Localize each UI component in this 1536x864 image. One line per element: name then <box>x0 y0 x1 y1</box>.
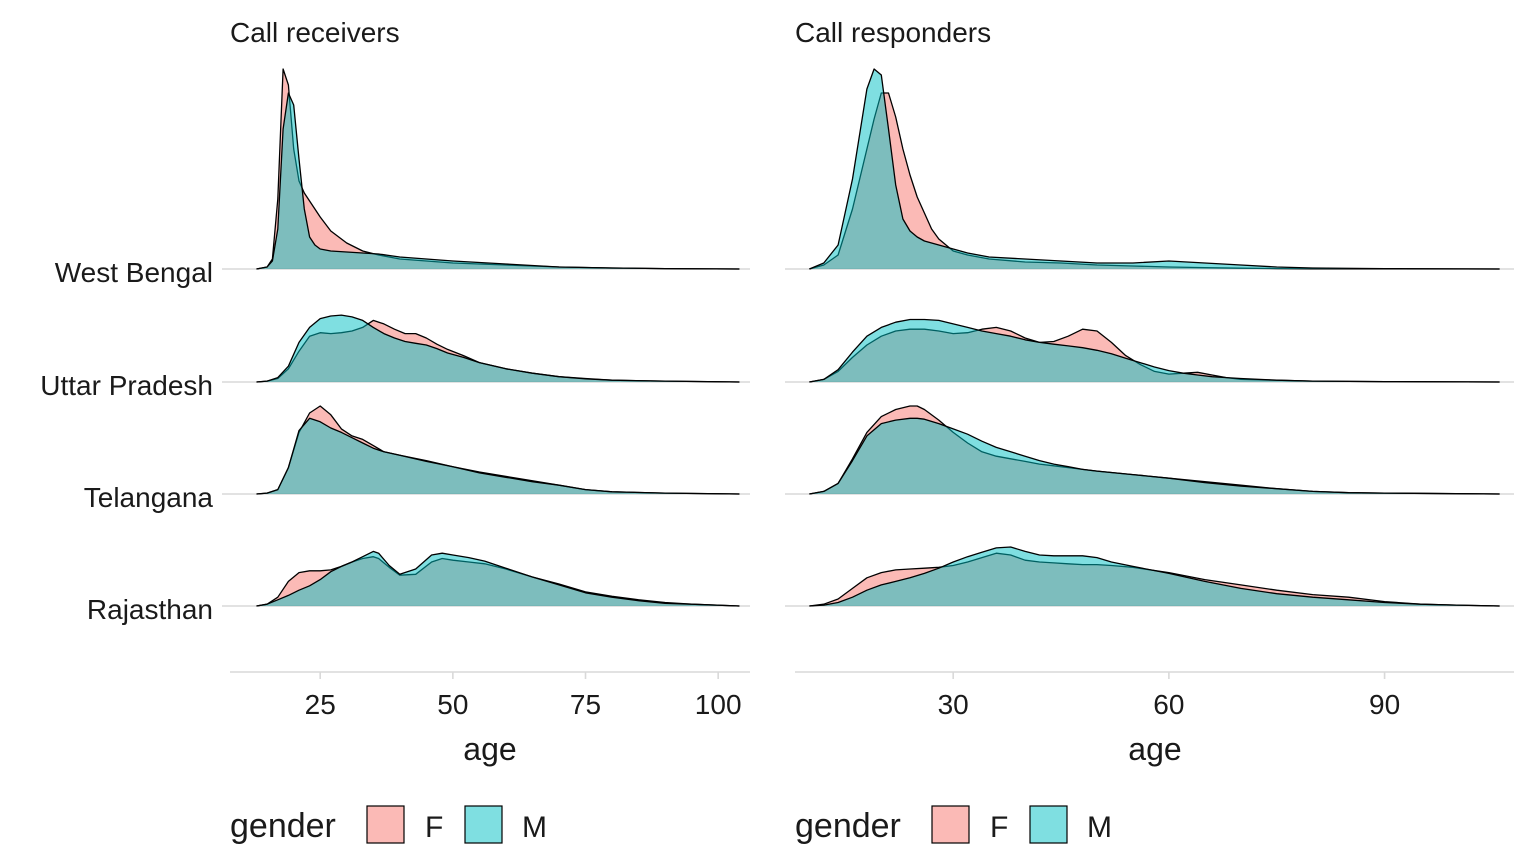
legend-label-m: M <box>1087 811 1112 844</box>
x-axis-title: age <box>463 731 516 767</box>
region-label: Uttar Pradesh <box>40 370 213 401</box>
region-label: Rajasthan <box>87 594 213 625</box>
density-outline-m <box>809 417 1500 495</box>
density-area-m <box>809 418 1500 494</box>
region-label: West Bengal <box>55 257 213 288</box>
legend-swatch-m <box>1029 805 1068 844</box>
x-tick-label: 100 <box>695 689 742 720</box>
legend-title: gender <box>795 807 901 845</box>
density-outline-m <box>809 68 1500 270</box>
x-tick-label: 60 <box>1153 689 1184 720</box>
panel-title: Call responders <box>795 17 991 48</box>
legend-label-f: F <box>425 811 443 844</box>
x-axis-title: age <box>1128 731 1181 767</box>
panel-title: Call receivers <box>230 17 400 48</box>
density-outline-m <box>809 546 1500 607</box>
density-area-f <box>256 69 740 269</box>
x-tick-label: 90 <box>1369 689 1400 720</box>
density-outline-m <box>256 417 740 495</box>
x-ticks: 25 50 75 100 <box>305 672 742 720</box>
ridge-series <box>222 68 750 607</box>
density-outline-m <box>256 314 740 383</box>
density-outline-m <box>256 550 740 607</box>
legend: gender F M <box>795 805 1112 845</box>
density-outline-m <box>809 318 1500 383</box>
density-area-m <box>809 547 1500 606</box>
region-labels: West Bengal Uttar Pradesh Telangana Raja… <box>40 257 213 625</box>
legend-label-m: M <box>522 811 547 844</box>
x-tick-label: 30 <box>938 689 969 720</box>
x-tick-label: 75 <box>570 689 601 720</box>
x-ticks: 30 60 90 <box>938 672 1400 720</box>
legend-label-f: F <box>990 811 1008 844</box>
region-label: Telangana <box>84 482 214 513</box>
legend-title: gender <box>230 807 336 845</box>
density-area-m <box>809 319 1500 382</box>
ridge-series <box>785 68 1514 607</box>
density-area-m <box>256 315 740 382</box>
density-area-m <box>256 551 740 606</box>
density-outline-m <box>256 92 740 270</box>
panel-call-receivers: Call receivers West Bengal Uttar Pradesh… <box>40 17 750 845</box>
x-tick-label: 50 <box>437 689 468 720</box>
x-tick-label: 25 <box>305 689 336 720</box>
density-area-m <box>256 418 740 494</box>
density-area-m <box>256 93 740 269</box>
legend-swatch-m <box>464 805 503 844</box>
legend-swatch-f <box>366 805 405 844</box>
legend: gender F M <box>230 805 547 845</box>
panel-call-responders: Call responders 30 60 90 age gender F M <box>785 17 1514 845</box>
density-area-m <box>809 69 1500 269</box>
legend-swatch-f <box>931 805 970 844</box>
